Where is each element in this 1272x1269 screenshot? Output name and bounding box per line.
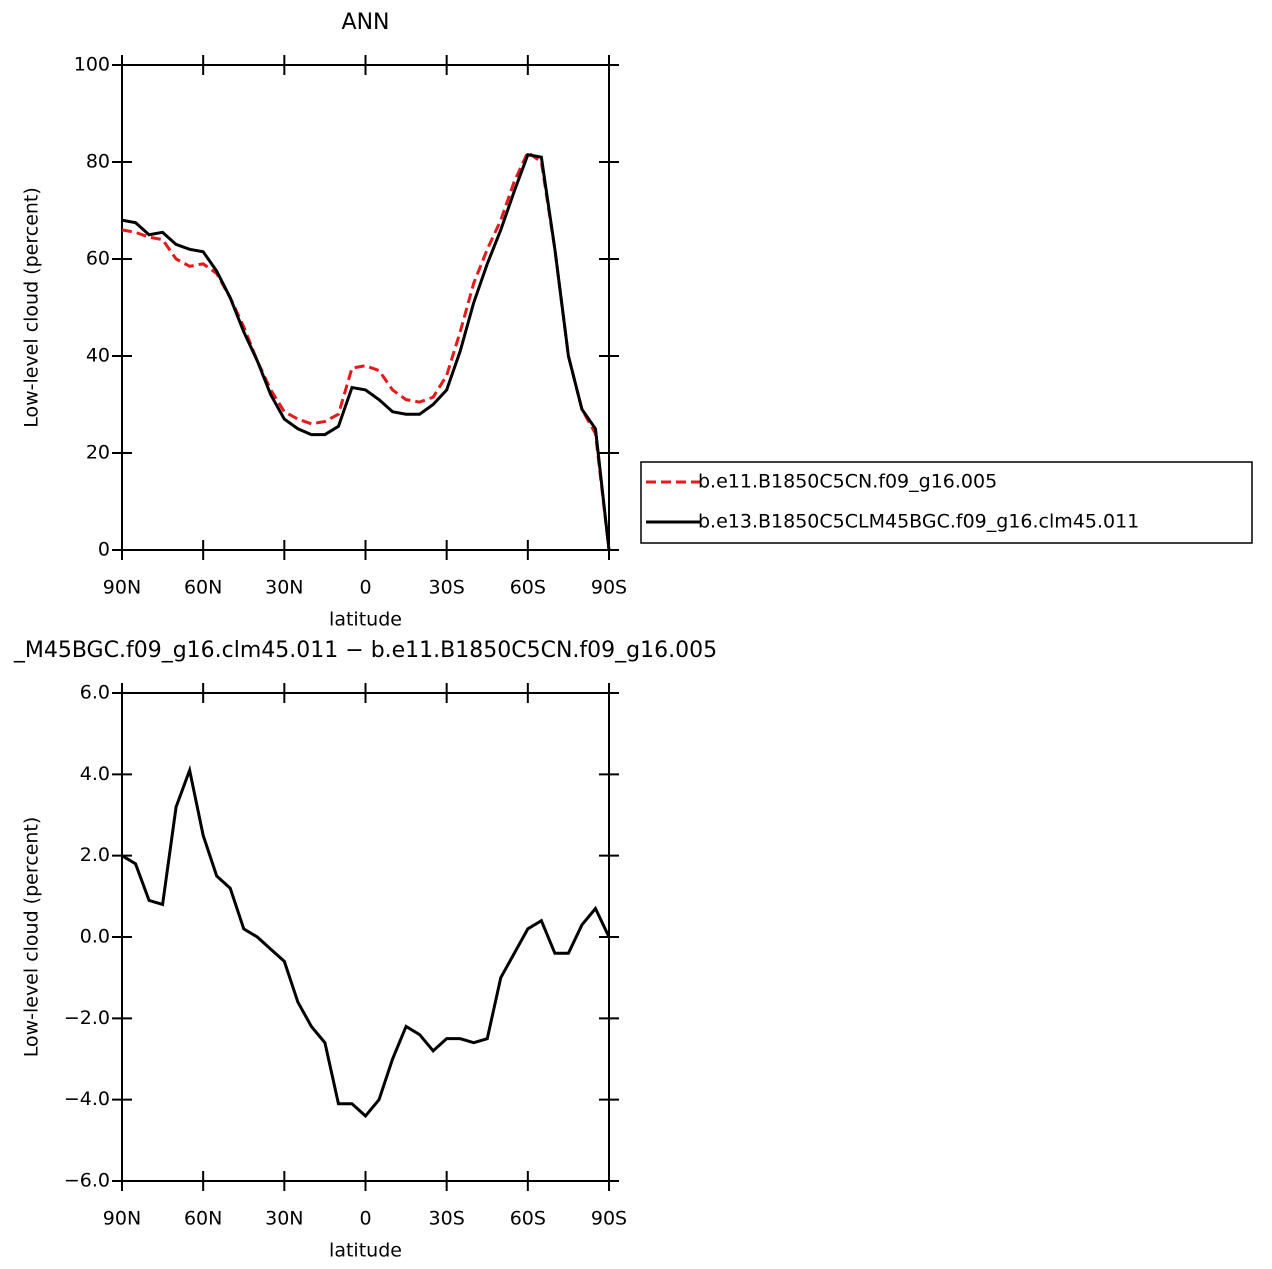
x-axis-label: latitude: [329, 1240, 402, 1262]
y-tick-label: 80: [86, 151, 110, 173]
plot-frame: [121, 692, 610, 1182]
x-tick-label: 0: [359, 1208, 371, 1230]
x-tick-label: 60S: [510, 577, 546, 599]
chart-title: ANN: [342, 10, 390, 35]
y-tick-label: 6.0: [80, 682, 110, 704]
y-tick-label: −2.0: [64, 1007, 110, 1029]
y-tick-label: 100: [74, 54, 110, 76]
x-tick-label: 60S: [510, 1208, 546, 1230]
x-tick-label: 90N: [103, 577, 141, 599]
y-tick-label: 20: [86, 442, 110, 464]
x-tick-label: 60N: [184, 1208, 222, 1230]
y-tick-label: 2.0: [80, 844, 110, 866]
x-tick-label: 30N: [265, 577, 303, 599]
x-tick-label: 90S: [591, 577, 627, 599]
y-tick-label: −6.0: [64, 1170, 110, 1192]
y-tick-label: 4.0: [80, 763, 110, 785]
x-axis-label: latitude: [329, 609, 402, 631]
y-tick-label: 40: [86, 345, 110, 367]
x-tick-label: 0: [359, 577, 371, 599]
y-tick-label: −4.0: [64, 1088, 110, 1110]
y-axis-label: Low-level cloud (percent): [21, 817, 43, 1058]
plot-frame: [121, 64, 610, 551]
legend-label: b.e11.B1850C5CN.f09_g16.005: [698, 471, 997, 493]
x-tick-label: 30S: [429, 577, 465, 599]
series-line: [121, 150, 611, 551]
x-tick-label: 90N: [103, 1208, 141, 1230]
x-tick-label: 60N: [184, 577, 222, 599]
y-axis-label: Low-level cloud (percent): [21, 187, 43, 428]
legend-label: b.e13.B1850C5CLM45BGC.f09_g16.clm45.011: [698, 511, 1139, 533]
chart-title: _M45BGC.f09_g16.clm45.011 − b.e11.B1850C…: [13, 638, 717, 663]
series-line: [121, 764, 611, 1119]
y-tick-label: 0: [98, 539, 110, 561]
x-tick-label: 30N: [265, 1208, 303, 1230]
legend-box: [640, 461, 1253, 544]
y-tick-label: 0.0: [80, 926, 110, 948]
x-tick-label: 90S: [591, 1208, 627, 1230]
x-tick-label: 30S: [429, 1208, 465, 1230]
y-tick-label: 60: [86, 248, 110, 270]
series-line: [121, 153, 611, 551]
